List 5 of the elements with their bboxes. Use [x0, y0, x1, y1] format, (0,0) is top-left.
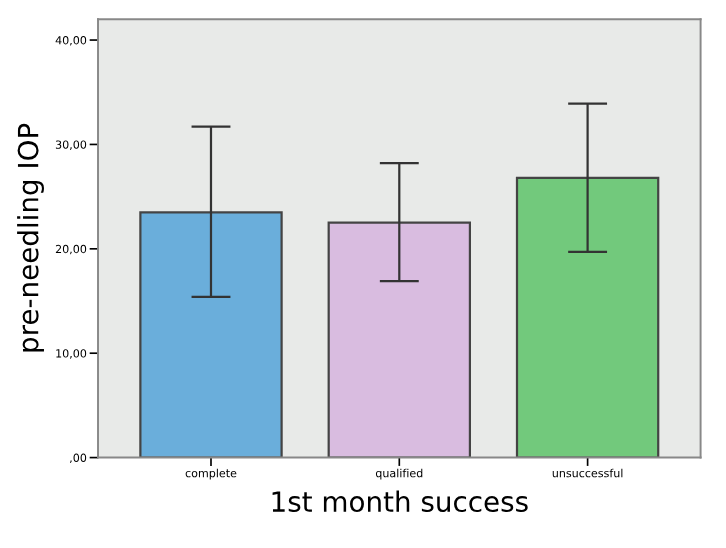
bar [327, 221, 472, 458]
y-axis-title: pre-needling IOP [17, 123, 44, 352]
x-axis-title: 1st month success [272, 490, 528, 513]
bar [515, 176, 660, 458]
bar [139, 211, 283, 458]
